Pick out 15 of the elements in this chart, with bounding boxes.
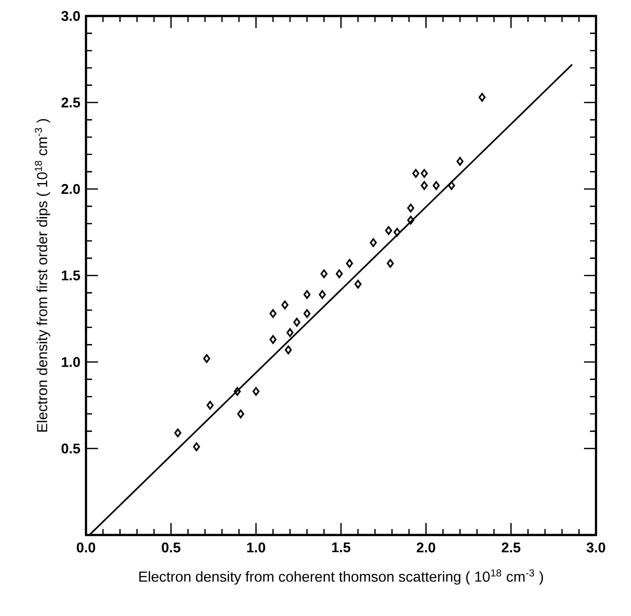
y-tick-label: 1.5 bbox=[62, 270, 80, 280]
y-tick-label: 1.0 bbox=[62, 357, 80, 367]
y-tick-label: 0.5 bbox=[62, 444, 80, 454]
x-tick-label: 1.5 bbox=[332, 542, 350, 552]
x-axis-title: Electron density from coherent thomson scattering ( 10$^{18}$ cm$^{-3}$ ) bbox=[139, 569, 543, 585]
y-tick-label: 3.0 bbox=[61, 11, 80, 21]
x-tick-label: 1.0 bbox=[247, 542, 266, 552]
x-tick-label: 0.5 bbox=[162, 542, 180, 552]
x-tick-label: 0.0 bbox=[76, 542, 96, 552]
x-tick-label: 2.5 bbox=[502, 542, 520, 552]
x-tick-label: 2.0 bbox=[416, 542, 436, 552]
x-tick-label: 3.0 bbox=[586, 542, 606, 552]
y-axis-title: Electron density from first order dips ( 10$^{18}$ cm$^{-3}$ ) bbox=[34, 119, 50, 432]
y-tick-label: 2.0 bbox=[61, 184, 80, 194]
y-tick-label: 2.5 bbox=[61, 98, 80, 108]
